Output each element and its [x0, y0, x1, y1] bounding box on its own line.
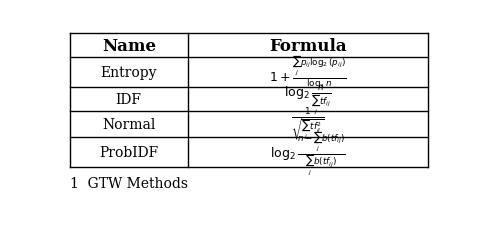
- Text: $\log_2 \frac{n - \sum_j b(tf_{ij})}{\sum_j b(tf_{ij})}$: $\log_2 \frac{n - \sum_j b(tf_{ij})}{\su…: [270, 129, 346, 176]
- Text: IDF: IDF: [116, 92, 142, 106]
- Text: 1  GTW Methods: 1 GTW Methods: [69, 176, 187, 190]
- Text: $\frac{1}{\sqrt{\sum_j tf_{ij}^2}}$: $\frac{1}{\sqrt{\sum_j tf_{ij}^2}}$: [292, 106, 325, 143]
- Text: Normal: Normal: [102, 118, 156, 131]
- Text: $1 + \frac{\sum_j p_{ij} \log_2(p_{ij})}{\log_2 n}$: $1 + \frac{\sum_j p_{ij} \log_2(p_{ij})}…: [269, 54, 347, 91]
- Text: $\log_2 \frac{n}{\sum_j tf_{ij}}$: $\log_2 \frac{n}{\sum_j tf_{ij}}$: [284, 83, 332, 115]
- Text: Entropy: Entropy: [101, 66, 157, 80]
- Text: ProbIDF: ProbIDF: [99, 146, 159, 159]
- Text: Name: Name: [102, 38, 156, 55]
- Text: Formula: Formula: [269, 38, 347, 55]
